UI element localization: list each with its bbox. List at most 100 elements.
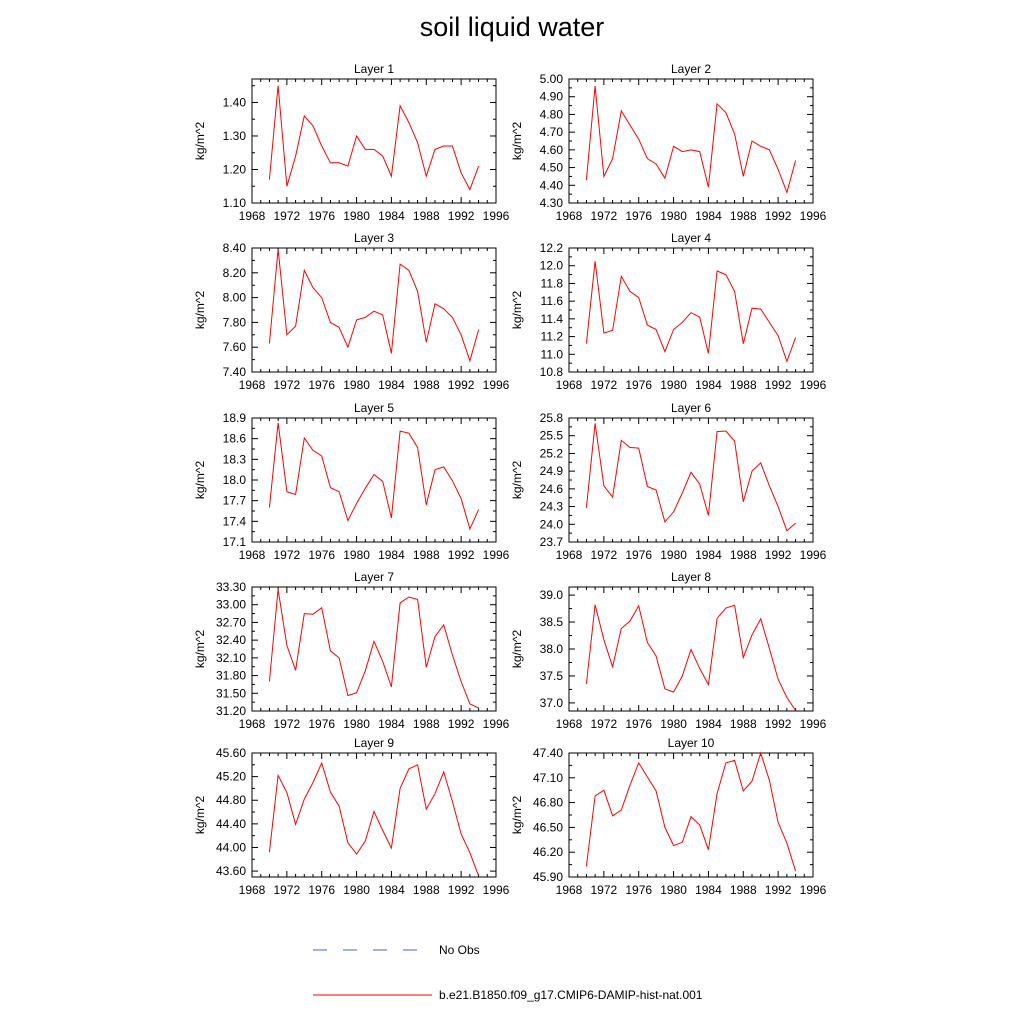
- x-tick-label: 1976: [308, 548, 335, 562]
- y-tick-label: 1.20: [223, 162, 247, 176]
- x-tick-label: 1980: [343, 883, 370, 897]
- y-tick-label: 5.00: [540, 72, 564, 86]
- x-tick-label: 1980: [660, 209, 687, 223]
- x-tick-label: 1992: [765, 209, 792, 223]
- y-tick-label: 1.40: [223, 95, 247, 109]
- x-tick-label: 1972: [274, 548, 301, 562]
- x-tick-label: 1992: [448, 548, 475, 562]
- series-line: [268, 249, 480, 363]
- legend: No Obs b.e21.B1850.f09_g17.CMIP6-DAMIP-hi…: [313, 943, 703, 1002]
- y-tick-label: 32.40: [216, 633, 246, 647]
- panel-layer-1: Layer 1 kg/m^2 1968 1972 1976 1980 1984 1988 199…: [193, 62, 510, 223]
- y-axis-label: kg/m^2: [193, 291, 207, 330]
- panel-title: Layer 6: [671, 401, 711, 415]
- panel-title: Layer 1: [354, 62, 394, 76]
- y-tick-label: 1.30: [223, 129, 247, 143]
- panel-layer-2: Layer 2 kg/m^2 1968 1972 1976 1980 1984 1988 199…: [510, 62, 827, 223]
- y-axis-label: kg/m^2: [193, 461, 207, 500]
- x-tick-label: 1972: [591, 883, 618, 897]
- y-tick-label: 32.70: [216, 615, 246, 629]
- x-tick-label: 1992: [448, 883, 475, 897]
- y-tick-label: 38.0: [540, 642, 564, 656]
- x-tick-label: 1984: [695, 378, 722, 392]
- y-tick-label: 44.00: [216, 840, 246, 854]
- x-tick-label: 1992: [448, 378, 475, 392]
- x-tick-label: 1972: [274, 209, 301, 223]
- panel-title: Layer 3: [354, 231, 394, 245]
- y-tick-label: 24.6: [540, 482, 564, 496]
- y-tick-label: 11.2: [541, 330, 564, 344]
- x-tick-label: 1984: [695, 209, 722, 223]
- x-tick-label: 1976: [308, 717, 335, 731]
- series-line: [585, 604, 797, 711]
- y-tick-label: 44.40: [216, 817, 246, 831]
- series-line: [268, 422, 480, 531]
- x-tick-label: 1968: [556, 378, 583, 392]
- y-tick-label: 18.6: [223, 432, 247, 446]
- x-tick-label: 1996: [800, 548, 827, 562]
- x-tick-label: 1988: [730, 378, 757, 392]
- x-tick-label: 1984: [378, 378, 405, 392]
- x-tick-label: 1988: [413, 883, 440, 897]
- y-tick-label: 47.40: [533, 746, 563, 760]
- x-tick-label: 1996: [483, 378, 510, 392]
- x-tick-label: 1996: [483, 209, 510, 223]
- y-tick-label: 4.60: [540, 143, 564, 157]
- series-line: [268, 589, 479, 709]
- x-tick-label: 1996: [483, 883, 510, 897]
- x-tick-label: 1976: [625, 548, 652, 562]
- panel-layer-7: Layer 7 kg/m^2 1968 1972 1976 1980 1984 1988 199…: [193, 570, 510, 731]
- x-tick-label: 1968: [239, 209, 266, 223]
- x-tick-label: 1984: [695, 717, 722, 731]
- x-tick-label: 1984: [378, 717, 405, 731]
- y-tick-label: 31.20: [216, 704, 246, 718]
- y-tick-label: 25.8: [540, 411, 564, 425]
- series-line: [585, 751, 797, 872]
- series-line: [268, 85, 480, 191]
- y-tick-label: 43.60: [216, 864, 246, 878]
- y-tick-label: 38.5: [540, 615, 564, 629]
- y-tick-label: 45.60: [216, 746, 246, 760]
- y-axis-label: kg/m^2: [510, 796, 524, 835]
- x-tick-label: 1980: [343, 717, 370, 731]
- x-tick-label: 1968: [239, 378, 266, 392]
- y-tick-label: 39.0: [540, 588, 564, 602]
- x-tick-label: 1976: [625, 717, 652, 731]
- x-tick-label: 1976: [308, 209, 335, 223]
- x-tick-label: 1988: [413, 378, 440, 392]
- legend-label: b.e21.B1850.f09_g17.CMIP6-DAMIP-hist-nat…: [439, 988, 703, 1002]
- x-tick-label: 1968: [239, 717, 266, 731]
- panel-layer-6: Layer 6 kg/m^2 1968 1972 1976 1980 1984 1988 199…: [510, 401, 827, 562]
- y-tick-label: 46.20: [533, 845, 563, 859]
- legend-label: No Obs: [439, 943, 480, 957]
- y-tick-label: 24.3: [540, 500, 564, 514]
- x-tick-label: 1980: [660, 717, 687, 731]
- x-tick-label: 1980: [343, 548, 370, 562]
- x-tick-label: 1968: [239, 883, 266, 897]
- y-tick-label: 46.80: [533, 796, 563, 810]
- x-tick-label: 1996: [800, 717, 827, 731]
- panel-layer-3: Layer 3 kg/m^2 1968 1972 1976 1980 1984 1988 199…: [193, 231, 510, 392]
- x-tick-label: 1996: [483, 717, 510, 731]
- x-tick-label: 1988: [730, 717, 757, 731]
- x-tick-label: 1992: [765, 548, 792, 562]
- x-tick-label: 1984: [695, 548, 722, 562]
- x-tick-label: 1992: [448, 209, 475, 223]
- y-tick-label: 33.00: [216, 598, 246, 612]
- x-tick-label: 1996: [800, 883, 827, 897]
- series-line: [268, 761, 480, 876]
- x-tick-label: 1972: [591, 717, 618, 731]
- y-tick-label: 37.0: [540, 696, 564, 710]
- y-tick-label: 11.6: [541, 294, 564, 308]
- plot-frame: [568, 78, 814, 204]
- series-line: [585, 86, 797, 195]
- plot-frame: [251, 586, 497, 712]
- x-tick-label: 1976: [625, 883, 652, 897]
- x-tick-label: 1984: [378, 548, 405, 562]
- x-tick-label: 1996: [483, 548, 510, 562]
- series-line: [585, 423, 796, 532]
- y-tick-label: 37.5: [540, 669, 564, 683]
- x-tick-label: 1992: [765, 883, 792, 897]
